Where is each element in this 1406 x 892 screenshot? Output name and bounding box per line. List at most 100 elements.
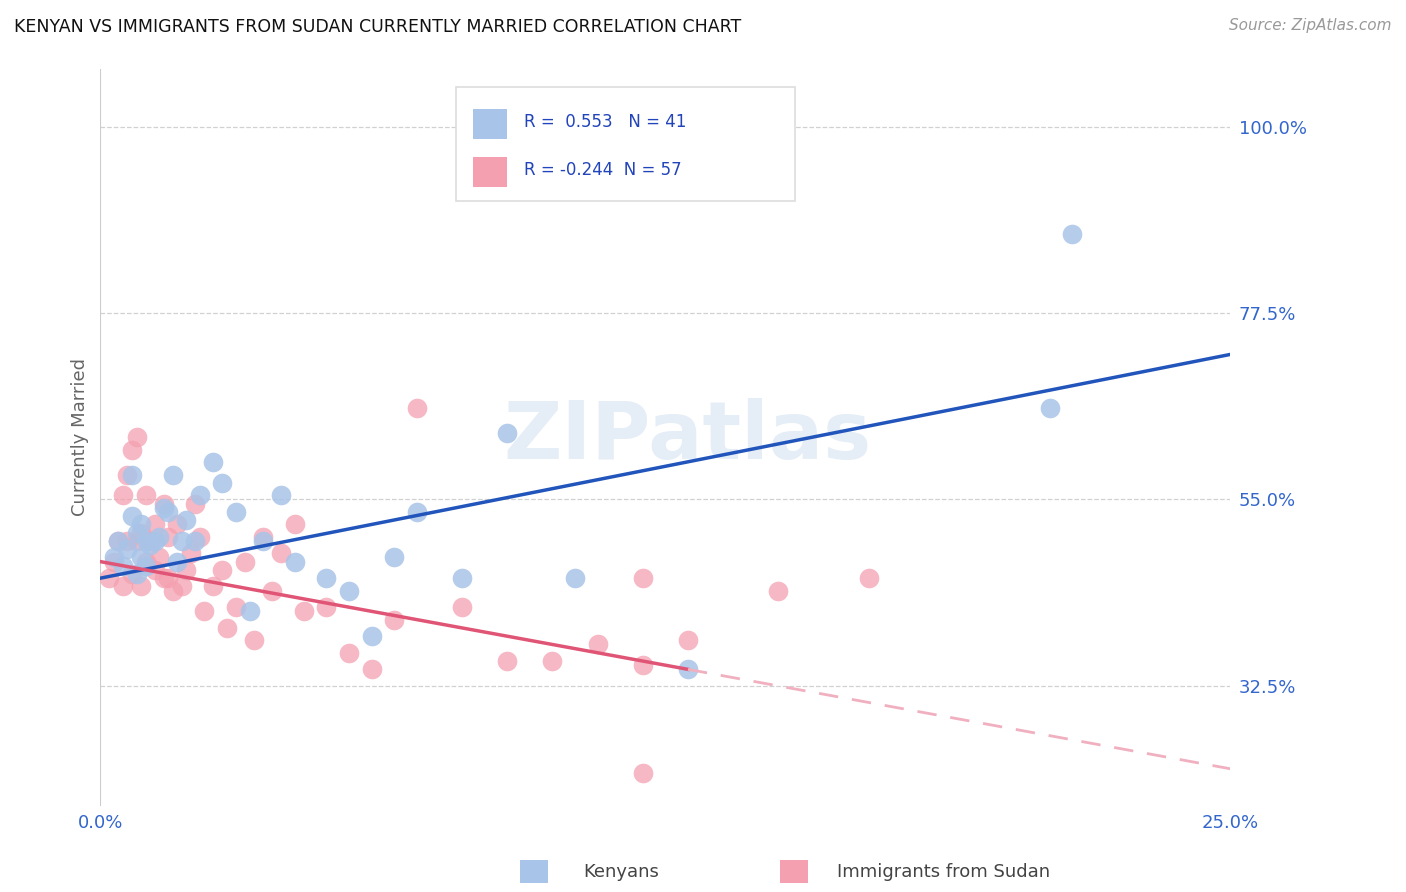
Text: Source: ZipAtlas.com: Source: ZipAtlas.com <box>1229 18 1392 33</box>
Point <box>337 646 360 660</box>
Point <box>148 550 170 565</box>
Point <box>541 654 564 668</box>
Point <box>676 662 699 676</box>
Point <box>98 571 121 585</box>
Point <box>157 571 180 585</box>
Point <box>211 563 233 577</box>
Point <box>121 508 143 523</box>
FancyBboxPatch shape <box>457 87 796 202</box>
Point <box>252 530 274 544</box>
Text: Immigrants from Sudan: Immigrants from Sudan <box>837 863 1050 881</box>
Point <box>129 525 152 540</box>
Point <box>107 533 129 548</box>
Point <box>139 533 162 548</box>
Text: Kenyans: Kenyans <box>583 863 659 881</box>
Point <box>1038 401 1060 416</box>
Text: R =  0.553   N = 41: R = 0.553 N = 41 <box>524 112 686 130</box>
Point <box>157 530 180 544</box>
Point <box>117 542 139 557</box>
Point <box>211 475 233 490</box>
Point <box>103 555 125 569</box>
Point <box>111 488 134 502</box>
Point <box>315 571 337 585</box>
Point <box>225 600 247 615</box>
Point <box>284 555 307 569</box>
Point <box>125 430 148 444</box>
Point <box>166 517 188 532</box>
Point <box>631 766 654 780</box>
Point <box>152 497 174 511</box>
Point <box>360 629 382 643</box>
Point <box>162 583 184 598</box>
Point <box>152 571 174 585</box>
Point <box>496 426 519 441</box>
Point <box>103 550 125 565</box>
Point <box>382 550 405 565</box>
Point <box>1062 227 1084 242</box>
Point <box>631 658 654 673</box>
Text: ZIPatlas: ZIPatlas <box>503 399 872 476</box>
Point <box>768 583 790 598</box>
Y-axis label: Currently Married: Currently Married <box>72 359 89 516</box>
Text: R = -0.244  N = 57: R = -0.244 N = 57 <box>524 161 682 178</box>
Point <box>139 538 162 552</box>
Point <box>631 571 654 585</box>
Point <box>125 533 148 548</box>
Point <box>184 533 207 548</box>
Point <box>252 533 274 548</box>
Point <box>170 579 193 593</box>
Point <box>451 600 474 615</box>
Point <box>262 583 284 598</box>
Point <box>270 546 292 560</box>
Point <box>238 604 260 618</box>
Point <box>111 558 134 573</box>
Point <box>337 583 360 598</box>
Point <box>184 497 207 511</box>
Point <box>451 571 474 585</box>
Point <box>166 555 188 569</box>
Point <box>243 633 266 648</box>
Point <box>233 555 256 569</box>
Point <box>202 579 225 593</box>
Point <box>157 505 180 519</box>
FancyBboxPatch shape <box>474 109 508 138</box>
Point <box>111 579 134 593</box>
Point <box>135 533 157 548</box>
Point <box>174 563 197 577</box>
Point <box>121 467 143 482</box>
Point <box>129 579 152 593</box>
Point <box>125 567 148 582</box>
Point <box>188 488 211 502</box>
Point <box>270 488 292 502</box>
Point <box>170 533 193 548</box>
Point <box>405 401 427 416</box>
Point <box>135 558 157 573</box>
Point <box>858 571 880 585</box>
Point <box>174 513 197 527</box>
Point <box>360 662 382 676</box>
Point <box>143 533 166 548</box>
Point <box>143 563 166 577</box>
Point <box>315 600 337 615</box>
Point <box>125 525 148 540</box>
Point <box>143 517 166 532</box>
Point <box>215 621 238 635</box>
Point <box>586 637 609 651</box>
Point <box>676 633 699 648</box>
Point <box>117 467 139 482</box>
Point <box>148 530 170 544</box>
Point <box>129 550 152 565</box>
FancyBboxPatch shape <box>474 157 508 186</box>
Point <box>135 555 157 569</box>
Point <box>129 517 152 532</box>
Point <box>117 533 139 548</box>
Point <box>121 442 143 457</box>
Point <box>135 488 157 502</box>
Point <box>564 571 586 585</box>
Point <box>405 505 427 519</box>
Point <box>496 654 519 668</box>
Point <box>121 567 143 582</box>
Point <box>292 604 315 618</box>
Point <box>284 517 307 532</box>
Point <box>193 604 215 618</box>
